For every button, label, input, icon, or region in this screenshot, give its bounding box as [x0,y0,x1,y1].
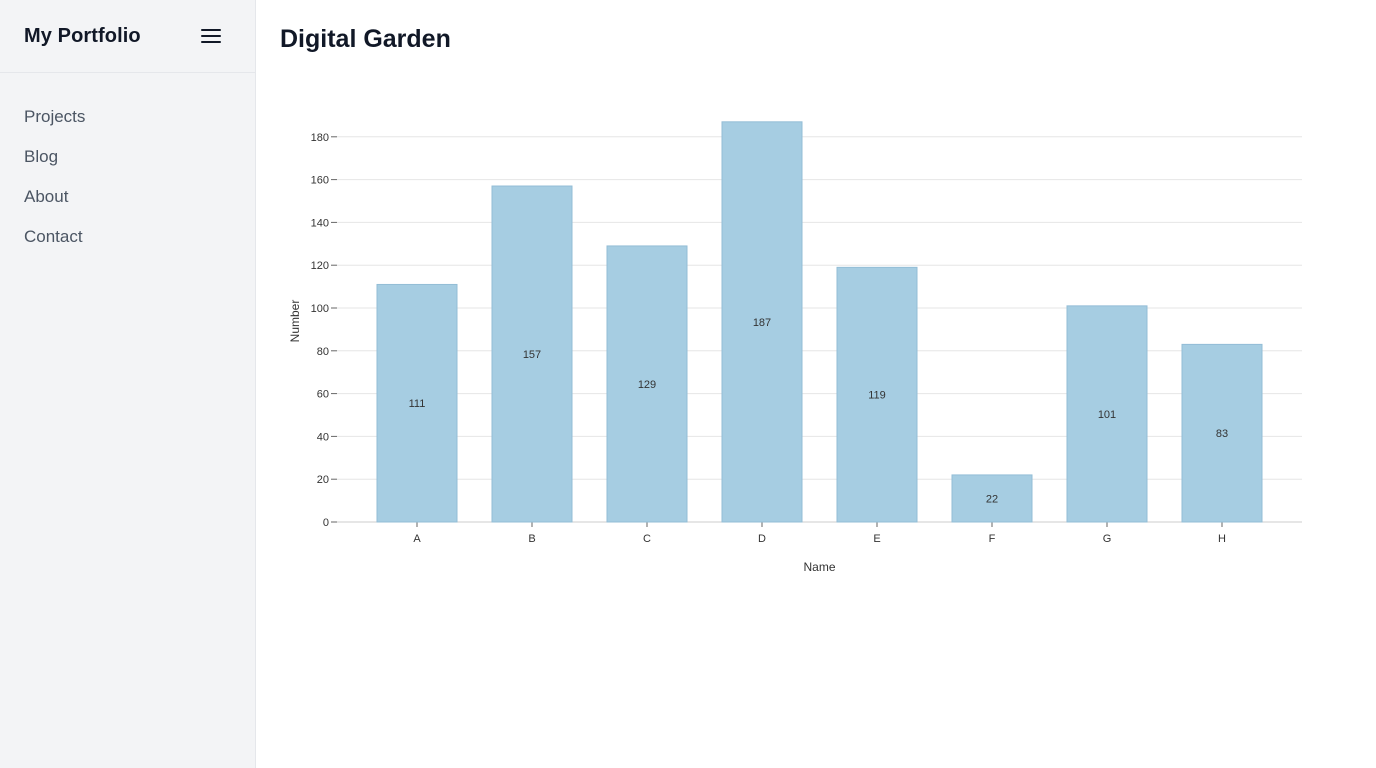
y-tick-label: 140 [311,217,329,229]
x-tick-label-C: C [643,533,651,545]
bar-B [491,185,573,523]
bar-F [951,474,1033,523]
y-tick-label: 20 [317,474,329,486]
sidebar-item-about[interactable]: About [24,187,69,206]
y-tick-label: 60 [317,389,329,401]
data-label-F: 22 [986,493,998,505]
x-tick-label-A: A [413,533,421,545]
data-label-A: 111 [409,398,426,410]
data-label-C: 129 [638,379,656,391]
bar-H [1181,343,1263,523]
data-label-B: 157 [523,349,541,361]
data-label-H: 83 [1216,428,1228,440]
y-tick-label: 120 [311,260,329,272]
chart-labels: 111 157 129 187 119 22 101 83 [409,317,1228,506]
bar-A [376,283,458,523]
sidebar-item-projects[interactable]: Projects [24,107,86,126]
sidebar: My Portfolio Projects Blog About Contact [0,0,256,768]
hamburger-menu-icon[interactable] [201,27,221,45]
y-tick-label: 80 [317,346,329,358]
data-label-D: 187 [753,317,771,329]
bar-E [836,266,918,523]
y-tick-label: 40 [317,431,329,443]
x-tick-label-D: D [758,533,766,545]
sidebar-item-contact[interactable]: Contact [24,227,83,246]
y-tick-label: 100 [311,303,329,315]
menu-line [201,35,221,37]
data-label-G: 101 [1098,409,1116,421]
sidebar-header: My Portfolio [0,0,255,73]
x-tick-label-F: F [989,533,996,545]
menu-line [201,29,221,31]
bar-chart: 0 20 40 60 80 100 120 140 160 180 A B C D E F G H Name Numb… [288,121,1302,574]
bar-G [1066,305,1148,523]
x-tick-label-H: H [1218,533,1226,545]
chart-gridlines [337,136,1302,523]
sidebar-nav: Projects Blog About Contact [0,73,255,268]
menu-line [201,41,221,43]
chart-bars [376,121,1263,523]
y-axis-title: Number [288,300,302,343]
y-tick-label: 180 [311,132,329,144]
sidebar-item-blog[interactable]: Blog [24,147,59,166]
y-tick-label: 160 [311,175,329,187]
x-tick-label-G: G [1103,533,1112,545]
data-label-E: 119 [868,390,886,402]
page-title: Digital Garden [280,25,451,53]
main-content: Digital Garden 0 20 40 60 80 100 120 140 160 180 A… [257,0,1376,768]
x-tick-label-B: B [528,533,535,545]
brand-title[interactable]: My Portfolio [24,24,141,47]
x-axis-title: Name [803,560,835,574]
bar-C [606,245,688,523]
bar-D [721,121,803,523]
y-tick-label: 0 [323,517,329,529]
x-tick-label-E: E [873,533,880,545]
